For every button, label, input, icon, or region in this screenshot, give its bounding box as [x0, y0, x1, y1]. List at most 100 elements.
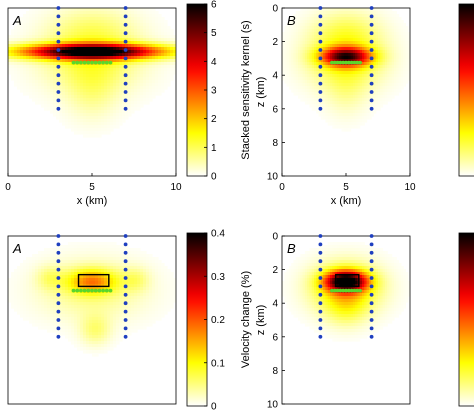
heatmap-cell — [98, 86, 102, 90]
heatmap-cell — [304, 11, 308, 15]
heatmap-cell — [325, 65, 329, 69]
heatmap-cell — [98, 101, 102, 105]
heatmap-cell — [11, 290, 15, 294]
heatmap-cell — [327, 59, 331, 63]
heatmap-cell — [29, 20, 33, 24]
heatmap-cell — [62, 68, 66, 72]
heatmap-cell — [50, 50, 54, 54]
heatmap-cell — [343, 116, 347, 120]
heatmap-cell — [158, 59, 162, 63]
heatmap-cell — [14, 44, 18, 48]
heatmap-cell — [35, 269, 39, 273]
heatmap-cell — [316, 32, 320, 36]
heatmap-cell — [398, 44, 402, 48]
heatmap-cell — [309, 29, 313, 33]
heatmap-cell — [74, 41, 78, 45]
heatmap-cell — [143, 8, 147, 12]
heatmap-cell — [295, 74, 299, 78]
heatmap-cell — [104, 35, 108, 39]
heatmap-cell — [378, 59, 381, 63]
heatmap-cell — [98, 260, 102, 264]
heatmap-cell — [116, 275, 120, 279]
heatmap-cell — [50, 293, 54, 297]
heatmap-cell — [44, 308, 48, 312]
heatmap-cell — [107, 269, 111, 273]
heatmap-cell — [101, 296, 105, 300]
receiver-left-dot — [318, 31, 323, 36]
heatmap-cell — [107, 293, 111, 297]
heatmap-cell — [104, 107, 108, 111]
heatmap-cell — [332, 101, 336, 105]
heatmap-cell — [68, 74, 72, 78]
heatmap-cell — [400, 77, 404, 81]
heatmap-cell — [140, 20, 144, 24]
heatmap-cell — [95, 248, 99, 252]
heatmap-cell — [327, 74, 331, 78]
heatmap-cell — [131, 8, 135, 12]
heatmap-cell — [125, 59, 129, 63]
heatmap-cell — [320, 89, 324, 93]
x-tick-label: 0 — [279, 182, 285, 193]
heatmap-cell — [350, 95, 354, 99]
heatmap-cell — [137, 17, 141, 21]
heatmap-cell — [334, 59, 338, 63]
heatmap-cell — [26, 83, 30, 87]
heatmap-cell — [80, 107, 84, 111]
heatmap-cell — [38, 62, 42, 66]
heatmap-cell — [104, 101, 108, 105]
heatmap-cell — [35, 281, 39, 285]
heatmap-cell — [137, 62, 141, 66]
heatmap-cell — [38, 65, 42, 69]
heatmap-cell — [325, 59, 329, 63]
heatmap-cell — [71, 242, 75, 246]
heatmap-cell — [92, 260, 96, 264]
heatmap-cell — [122, 71, 126, 75]
heatmap-cell — [134, 38, 138, 42]
source-dot — [86, 60, 91, 65]
heatmap-cell — [35, 77, 39, 81]
heatmap-cell — [41, 56, 45, 60]
heatmap-cell — [371, 62, 375, 66]
heatmap-cell — [152, 14, 156, 18]
heatmap-cell — [95, 41, 99, 45]
heatmap-cell — [17, 35, 21, 39]
heatmap-cell — [149, 260, 153, 264]
heatmap-cell — [107, 299, 111, 303]
heatmap-cell — [92, 86, 96, 90]
heatmap-cell — [339, 11, 343, 15]
heatmap-cell — [104, 242, 108, 246]
heatmap-cell — [161, 299, 165, 303]
heatmap-cell — [391, 53, 395, 57]
heatmap-cell — [149, 35, 153, 39]
heatmap-field — [282, 8, 410, 176]
heatmap-cell — [29, 68, 33, 72]
heatmap-cell — [143, 293, 147, 297]
heatmap-cell — [38, 20, 42, 24]
heatmap-cell — [47, 92, 51, 96]
heatmap-cell — [77, 266, 81, 270]
heatmap-cell — [316, 80, 320, 84]
heatmap-cell — [398, 47, 402, 51]
heatmap-cell — [104, 8, 108, 12]
heatmap-cell — [364, 104, 368, 108]
heatmap-cell — [146, 254, 150, 258]
heatmap-cell — [300, 41, 304, 45]
heatmap-cell — [350, 26, 354, 30]
heatmap-cell — [80, 44, 84, 48]
heatmap-cell — [389, 29, 393, 33]
heatmap-cell — [110, 41, 114, 45]
heatmap-cell — [380, 89, 384, 93]
heatmap-cell — [373, 47, 377, 51]
heatmap-cell — [125, 80, 129, 84]
heatmap-cell — [384, 17, 388, 21]
heatmap-cell — [334, 11, 338, 15]
heatmap-cell — [23, 50, 27, 54]
heatmap-cell — [32, 26, 36, 30]
heatmap-cell — [362, 32, 365, 36]
heatmap-cell — [71, 116, 75, 120]
heatmap-cell — [378, 104, 381, 108]
heatmap-cell — [396, 56, 400, 60]
heatmap-cell — [384, 11, 388, 15]
heatmap-cell — [302, 8, 306, 12]
heatmap-cell — [387, 50, 391, 54]
